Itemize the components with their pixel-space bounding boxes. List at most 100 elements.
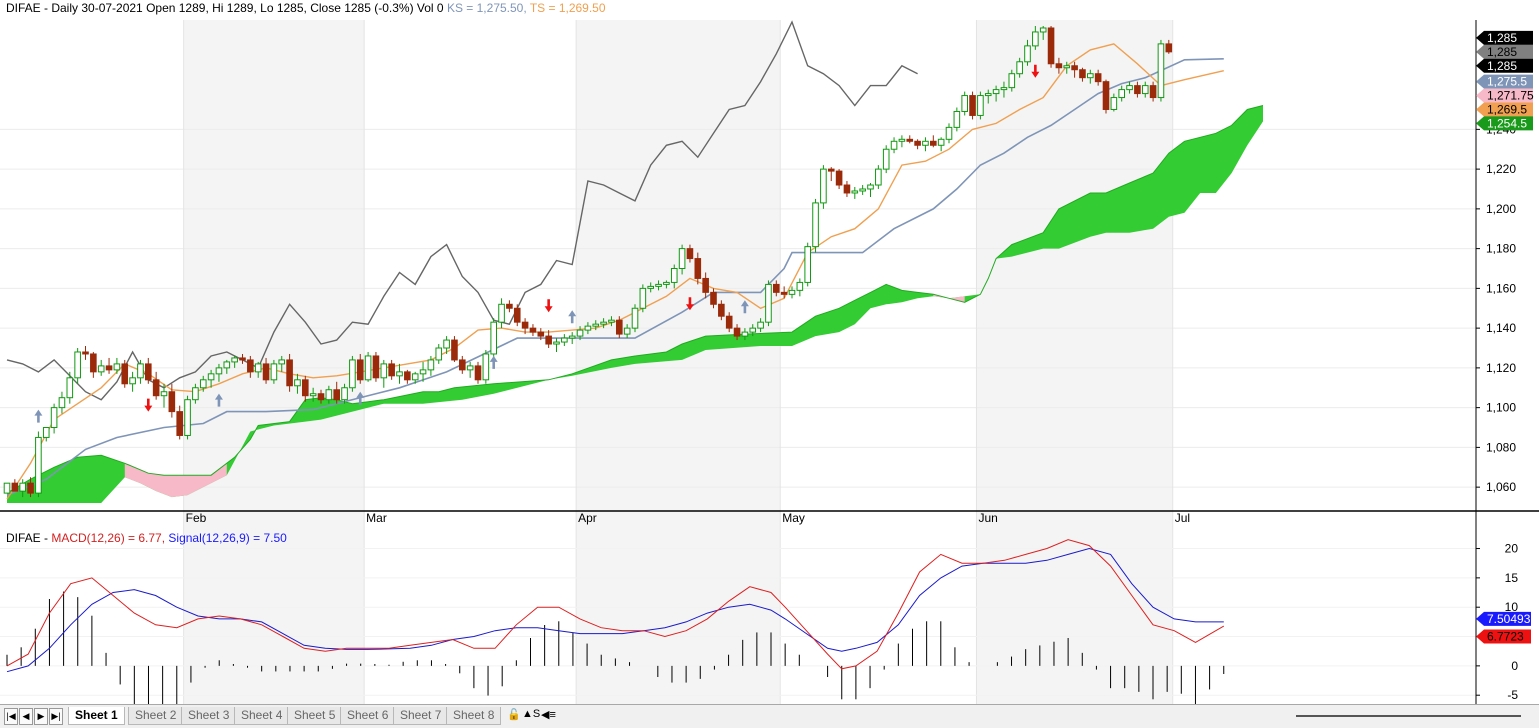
candle-body <box>404 371 411 381</box>
price-tag: 1,269.5 <box>1476 102 1533 117</box>
candle <box>27 477 34 498</box>
candle <box>231 355 238 368</box>
candle-body <box>788 289 796 295</box>
tenkan-sen <box>6 43 1224 500</box>
candle <box>1141 81 1149 98</box>
candle <box>1102 79 1110 114</box>
macd-header-prefix: DIFAE - <box>6 531 52 545</box>
candle-body <box>616 319 623 335</box>
first-sheet-button[interactable]: |◀ <box>4 708 18 725</box>
price-tag-bg <box>1476 102 1533 117</box>
last-sheet-button[interactable]: ▶| <box>49 708 63 725</box>
candle <box>82 346 89 360</box>
candle <box>600 318 607 329</box>
candle-body <box>294 379 301 387</box>
candle <box>184 395 191 440</box>
price-tick-label: 1,120 <box>1486 361 1516 375</box>
macd-header: DIFAE - MACD(12,26) = 6.77, Signal(12,26… <box>6 531 287 545</box>
ichimoku-chart[interactable]: Feb Mar Apr May Jun Jul 1,060 1,080 1,100 1,120 1,… <box>0 0 1539 704</box>
candle-body <box>984 93 992 97</box>
candle <box>898 135 906 148</box>
candle <box>223 359 231 374</box>
candle <box>333 381 340 404</box>
candle-body <box>914 140 921 146</box>
price-tag-text: 1,269.5 <box>1487 102 1527 116</box>
candle-body <box>804 246 812 283</box>
candle <box>1110 93 1118 112</box>
candle <box>317 389 325 404</box>
month-label: May <box>782 511 805 525</box>
candle-body <box>867 184 874 190</box>
tab-sheet-4[interactable]: Sheet 4 <box>234 707 290 725</box>
candle <box>694 252 702 285</box>
candle-body <box>537 331 545 337</box>
macd-tick-label: 0 <box>1511 659 1518 673</box>
candle-body <box>459 359 466 371</box>
candle-body <box>1063 65 1071 69</box>
candle-body <box>1016 61 1023 75</box>
candle <box>984 89 992 104</box>
candle <box>749 324 757 337</box>
candle-body <box>1047 27 1055 65</box>
candle <box>451 336 458 362</box>
candle-body <box>1071 65 1078 71</box>
buy-arrow-marker <box>740 300 749 314</box>
candle <box>11 479 19 492</box>
candle <box>733 324 741 341</box>
candle-body <box>435 347 443 361</box>
candle-body <box>90 353 97 373</box>
tab-sheet-8[interactable]: Sheet 8 <box>446 707 502 725</box>
tab-sheet-2[interactable]: Sheet 2 <box>128 707 184 725</box>
tab-sheet-3[interactable]: Sheet 3 <box>181 707 237 725</box>
horizontal-scrollbar[interactable] <box>1296 715 1521 717</box>
candle-body <box>1157 43 1165 99</box>
candle-body <box>247 359 254 373</box>
tab-sheet-7[interactable]: Sheet 7 <box>393 707 449 725</box>
candle <box>325 385 333 404</box>
candle-body <box>655 283 662 287</box>
senkou-span-a <box>6 105 1264 494</box>
candle <box>1071 61 1078 78</box>
candle-body <box>623 327 631 335</box>
candle-body <box>882 148 890 170</box>
candle <box>215 363 223 382</box>
candle <box>827 167 835 182</box>
signal-value: Signal(12,26,9) = 7.50 <box>168 531 287 545</box>
kijun-value: KS = 1,275.50, <box>446 1 527 15</box>
candle-body <box>239 357 246 361</box>
price-tag-bg <box>1476 30 1533 45</box>
buy-arrow-marker <box>489 355 498 369</box>
candle <box>922 137 929 152</box>
buy-arrow-marker <box>568 310 577 324</box>
macd-tag: 7.50493 <box>1476 611 1531 626</box>
candle-body <box>215 367 223 375</box>
candle-body <box>906 138 914 142</box>
candle-body <box>576 329 584 337</box>
price-tick-label: 1,080 <box>1486 440 1516 454</box>
candle <box>757 318 764 333</box>
candle <box>404 369 411 384</box>
candle <box>3 482 11 494</box>
tab-sheet-6[interactable]: Sheet 6 <box>340 707 396 725</box>
next-sheet-button[interactable]: ▶ <box>34 708 48 725</box>
prev-sheet-button[interactable]: ◀ <box>19 708 33 725</box>
candle <box>678 244 686 275</box>
sync-icon[interactable]: ▲S <box>522 708 541 720</box>
price-tag-bg <box>1476 58 1533 73</box>
candle <box>977 91 984 120</box>
month-label: Jun <box>978 511 997 525</box>
candle <box>262 357 270 384</box>
candle-body <box>930 140 937 146</box>
candle-body <box>278 359 286 365</box>
price-tick-label: 1,140 <box>1486 321 1516 335</box>
lock-icon[interactable]: 🔓 <box>507 709 521 721</box>
price-tick-label: 1,060 <box>1486 480 1516 494</box>
candle-body <box>160 391 168 397</box>
candle-body <box>757 321 764 329</box>
tab-sheet-1[interactable]: Sheet 1 <box>68 707 125 725</box>
candle-body <box>835 170 843 186</box>
tab-sheet-5[interactable]: Sheet 5 <box>287 707 343 725</box>
sheet-menu-icon[interactable]: ◀≡ <box>541 709 556 721</box>
candle-body <box>773 283 780 293</box>
price-tag: 1,254.5 <box>1476 116 1533 131</box>
